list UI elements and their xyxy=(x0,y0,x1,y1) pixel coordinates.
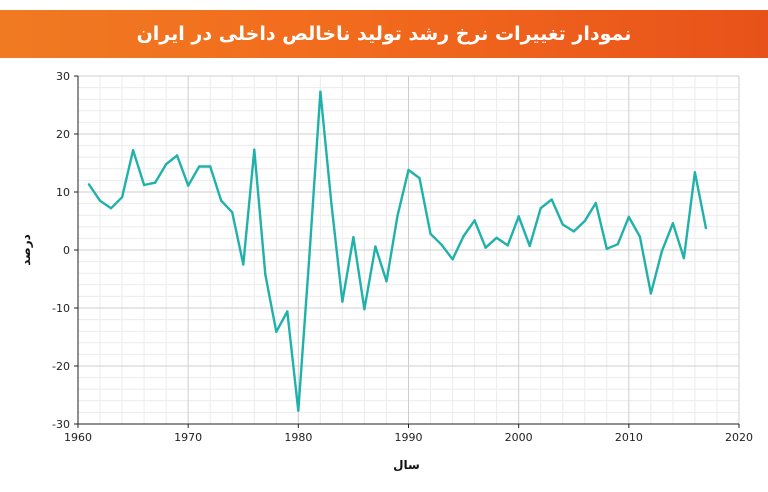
data-point xyxy=(120,196,124,199)
x-axis-label: سال xyxy=(393,458,420,472)
data-point xyxy=(594,201,597,205)
data-point xyxy=(506,244,509,247)
data-point xyxy=(374,245,377,248)
data-point xyxy=(583,219,586,223)
x-tick-label: 1980 xyxy=(284,431,312,444)
data-point xyxy=(605,247,608,251)
data-point xyxy=(396,214,399,217)
data-point xyxy=(352,236,355,239)
data-point xyxy=(572,230,575,233)
data-point xyxy=(363,307,366,311)
data-point xyxy=(175,154,179,157)
data-point xyxy=(131,149,135,152)
data-point xyxy=(231,211,234,214)
data-point xyxy=(440,243,443,246)
y-tick-label: -20 xyxy=(52,360,70,373)
data-point xyxy=(693,171,697,174)
x-tick-label: 1990 xyxy=(395,431,423,444)
data-point xyxy=(385,280,388,283)
data-point xyxy=(275,330,278,333)
data-point xyxy=(682,256,686,260)
data-point xyxy=(197,165,201,168)
title-banner: نمودار تغییرات نرخ رشد تولید ناخالص داخل… xyxy=(0,10,768,58)
y-tick-label: -10 xyxy=(52,302,70,315)
data-point xyxy=(142,183,146,187)
data-point xyxy=(484,246,487,249)
data-point xyxy=(561,223,564,226)
data-point xyxy=(220,199,223,202)
data-point xyxy=(550,198,553,201)
data-point xyxy=(330,202,333,205)
data-point xyxy=(407,168,410,172)
data-point xyxy=(671,222,675,225)
y-tick-label: 20 xyxy=(56,128,70,141)
data-point xyxy=(704,226,708,230)
y-tick-label: 30 xyxy=(56,70,70,83)
data-point xyxy=(264,273,267,276)
data-point xyxy=(539,207,542,210)
data-point xyxy=(242,263,245,266)
data-point xyxy=(616,243,620,246)
data-point xyxy=(186,184,190,187)
data-point xyxy=(87,183,91,186)
data-point xyxy=(462,234,465,238)
gdp-growth-line xyxy=(87,90,708,412)
data-point xyxy=(98,199,102,202)
data-point xyxy=(253,148,256,151)
data-point xyxy=(528,244,531,248)
data-point xyxy=(517,215,520,218)
x-tick-label: 2000 xyxy=(505,431,533,444)
x-tick-label: 1960 xyxy=(64,431,92,444)
data-point xyxy=(164,162,168,166)
data-point xyxy=(308,254,311,257)
data-point xyxy=(153,181,157,184)
data-point xyxy=(109,207,113,210)
y-tick-label: 0 xyxy=(63,244,70,257)
y-tick-label: 10 xyxy=(56,186,70,199)
x-tick-label: 2020 xyxy=(725,431,753,444)
x-tick-label: 2010 xyxy=(615,431,643,444)
x-tick-label: 1970 xyxy=(174,431,202,444)
data-point xyxy=(451,258,454,261)
data-point xyxy=(418,176,421,180)
data-point xyxy=(297,409,300,412)
data-point xyxy=(209,165,212,168)
data-point xyxy=(649,292,653,295)
y-axis-label: درصد xyxy=(19,234,33,266)
data-point xyxy=(319,90,322,93)
data-point xyxy=(495,236,498,240)
data-point xyxy=(429,232,432,235)
data-point xyxy=(286,310,289,313)
data-point xyxy=(341,300,344,303)
chart-title: نمودار تغییرات نرخ رشد تولید ناخالص داخل… xyxy=(136,23,632,45)
data-point xyxy=(660,249,664,253)
y-tick-label: -30 xyxy=(52,418,70,431)
data-point xyxy=(473,219,476,222)
data-point xyxy=(638,235,642,238)
data-point xyxy=(627,215,631,219)
